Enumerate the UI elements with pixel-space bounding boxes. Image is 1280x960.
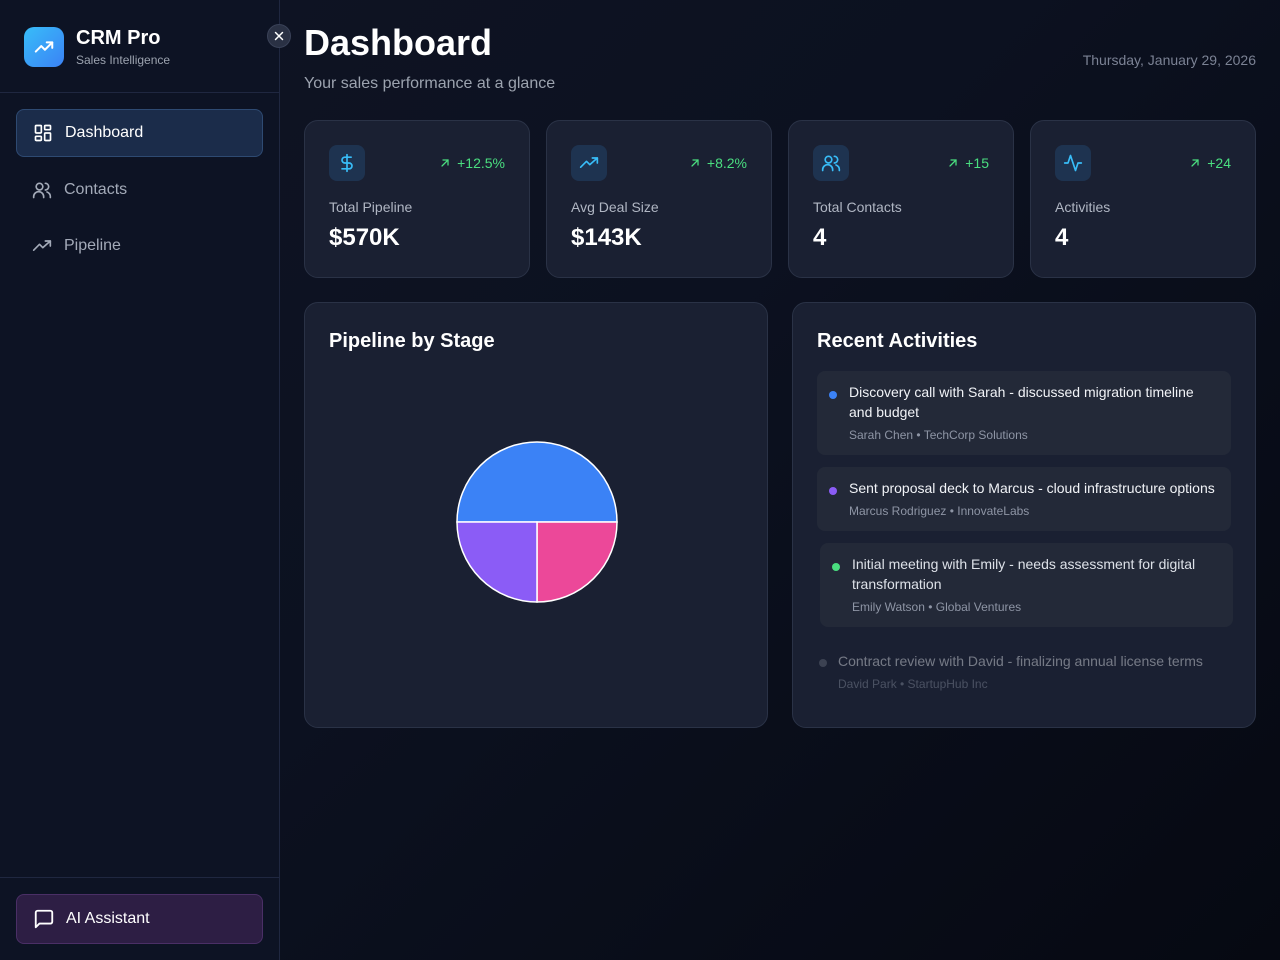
activity-item[interactable]: Initial meeting with Emily - needs asses… [820, 543, 1233, 627]
pipeline-panel: Pipeline by Stage [304, 302, 768, 728]
sidebar-item-dashboard[interactable]: Dashboard [16, 109, 263, 157]
users-icon [813, 145, 849, 181]
activity-text: Discovery call with Sarah - discussed mi… [849, 384, 1194, 420]
activity-meta: Emily Watson • Global Ventures [852, 600, 1022, 614]
activity-text: Contract review with David - finalizing … [838, 653, 1203, 669]
stat-card-activities: +24 Activities 4 [1030, 120, 1256, 278]
stat-card-total-contacts: +15 Total Contacts 4 [788, 120, 1014, 278]
ai-assistant-label: AI Assistant [66, 910, 150, 927]
page-subtitle: Your sales performance at a glance [304, 75, 556, 92]
current-date: Thursday, January 29, 2026 [1082, 52, 1256, 68]
app-name: CRM Pro [76, 27, 161, 49]
arrow-up-right-icon [441, 159, 449, 167]
activities-panel: Recent Activities Discovery call with Sa… [792, 302, 1256, 728]
sidebar-divider [0, 92, 279, 93]
activity-text: Initial meeting with Emily - needs asses… [852, 556, 1196, 592]
sidebar-item-label: Pipeline [64, 237, 121, 254]
panel-title: Pipeline by Stage [329, 330, 495, 352]
sidebar-item-label: Contacts [64, 181, 128, 198]
sidebar: CRM Pro Sales Intelligence Dashboard Con… [0, 0, 280, 960]
brand-logo-icon [24, 26, 64, 67]
dashboard-icon [33, 123, 53, 143]
stat-value: 4 [1055, 224, 1069, 251]
stat-label: Total Pipeline [329, 199, 413, 215]
activity-meta: Sarah Chen • TechCorp Solutions [849, 428, 1028, 442]
activity-icon [1055, 145, 1091, 181]
stat-card-total-pipeline: +12.5% Total Pipeline $570K [304, 120, 530, 278]
stat-value: 4 [813, 224, 827, 251]
activity-status-dot [829, 487, 837, 495]
arrow-up-right-icon [949, 159, 957, 167]
pie-slice[interactable] [456, 521, 538, 603]
sidebar-item-contacts[interactable]: Contacts [16, 166, 263, 214]
sidebar-bottom-divider [0, 877, 279, 878]
stat-value: $143K [571, 224, 642, 251]
stat-change: +8.2% [689, 155, 747, 171]
brand: CRM Pro Sales Intelligence [24, 26, 170, 67]
dollar-icon [329, 145, 365, 181]
app-tagline: Sales Intelligence [76, 53, 171, 67]
stat-value: $570K [329, 224, 400, 251]
close-sidebar-button[interactable] [267, 24, 291, 48]
stat-change-value: +24 [1207, 155, 1231, 171]
sidebar-item-pipeline[interactable]: Pipeline [16, 222, 263, 270]
pie-slice[interactable] [456, 441, 618, 523]
stat-change: +24 [1189, 155, 1231, 171]
stat-label: Avg Deal Size [571, 199, 659, 215]
sidebar-item-label: Dashboard [65, 124, 144, 141]
panel-title: Recent Activities [817, 330, 978, 352]
stat-card-avg-deal-size: +8.2% Avg Deal Size $143K [546, 120, 772, 278]
activity-status-dot [829, 391, 837, 399]
trending-up-icon [571, 145, 607, 181]
activity-item[interactable]: Sent proposal deck to Marcus - cloud inf… [817, 467, 1231, 531]
activity-meta: Marcus Rodriguez • InnovateLabs [849, 504, 1030, 518]
stat-label: Activities [1055, 199, 1111, 215]
pipeline-pie-chart [456, 441, 618, 603]
activity-item[interactable]: Discovery call with Sarah - discussed mi… [817, 371, 1231, 455]
page-title: Dashboard [304, 22, 493, 63]
arrow-up-right-icon [691, 159, 699, 167]
stat-change-value: +15 [965, 155, 989, 171]
ai-assistant-button[interactable]: AI Assistant [16, 894, 263, 944]
stat-change: +15 [947, 155, 989, 171]
stat-label: Total Contacts [813, 199, 902, 215]
arrow-up-right-icon [1191, 159, 1199, 167]
activity-meta: David Park • StartupHub Inc [838, 677, 988, 691]
activity-item[interactable]: Contract review with David - finalizing … [817, 641, 1231, 705]
trending-up-icon [32, 236, 52, 256]
pie-slice[interactable] [536, 521, 618, 603]
stat-change: +12.5% [439, 155, 505, 171]
users-icon [32, 180, 52, 200]
message-square-icon [33, 908, 55, 930]
activity-text: Sent proposal deck to Marcus - cloud inf… [849, 480, 1215, 496]
close-icon [274, 31, 284, 41]
stat-change-value: +8.2% [706, 155, 747, 171]
activity-status-dot [819, 659, 827, 667]
activity-status-dot [832, 563, 840, 571]
stat-change-value: +12.5% [457, 155, 505, 171]
